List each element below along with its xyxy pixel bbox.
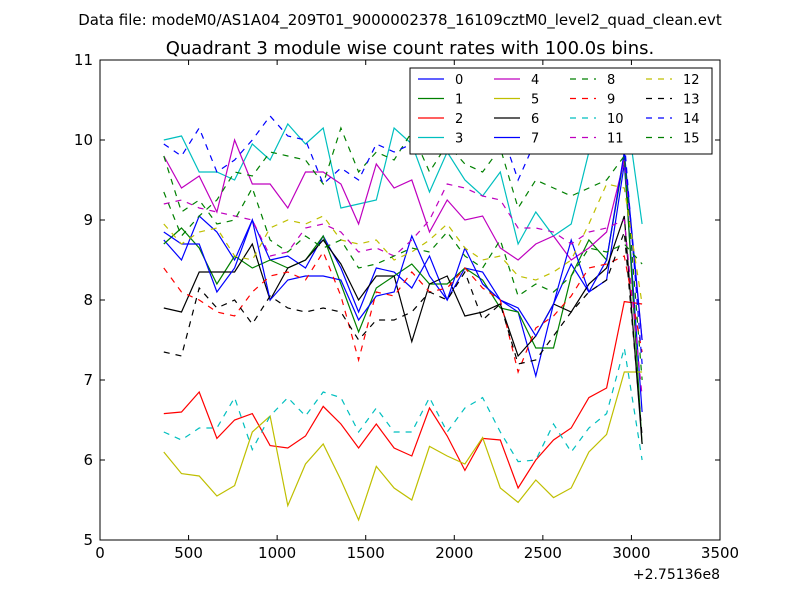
series-layer <box>163 91 643 522</box>
legend-label-10: 10 <box>607 112 624 127</box>
y-tick-label: 5 <box>83 531 93 549</box>
y-tick-label: 11 <box>74 51 93 69</box>
series-line-1 <box>163 155 643 445</box>
y-tick-label: 7 <box>83 371 93 389</box>
legend-label-5: 5 <box>531 93 539 108</box>
x-tick-label: 1500 <box>347 544 385 562</box>
legend-label-6: 6 <box>531 112 539 127</box>
series-line-6 <box>163 215 643 445</box>
series-line-10 <box>163 347 643 463</box>
series-line-5 <box>163 371 643 522</box>
series-line-12 <box>163 183 643 305</box>
legend-label-4: 4 <box>531 73 539 88</box>
series-line-14 <box>163 91 643 365</box>
series-line-11 <box>163 183 643 397</box>
y-tick-label: 6 <box>83 451 93 469</box>
legend-label-12: 12 <box>683 73 700 88</box>
series-line-15 <box>163 155 643 297</box>
legend-label-3: 3 <box>455 132 463 147</box>
legend-label-11: 11 <box>607 132 624 147</box>
x-tick-label: 3000 <box>612 544 650 562</box>
chart-suptitle: Data file: modeM0/AS1A04_209T01_90000023… <box>78 11 722 30</box>
x-tick-label: 2500 <box>524 544 562 562</box>
legend-label-2: 2 <box>455 112 463 127</box>
series-line-8 <box>163 126 643 381</box>
plot-frame <box>99 59 721 541</box>
series-line-2 <box>163 300 643 490</box>
legend-frame <box>409 67 713 155</box>
legend-label-9: 9 <box>607 93 615 108</box>
y-tick-label: 10 <box>74 131 93 149</box>
legend-label-14: 14 <box>683 112 700 127</box>
y-tick-label: 8 <box>83 291 93 309</box>
x-tick-label: 3500 <box>701 544 739 562</box>
legend-label-1: 1 <box>455 93 463 108</box>
x-tick-label: 1000 <box>258 544 296 562</box>
x-tick-label: 500 <box>174 544 203 562</box>
x-offset-label: +2.75136e8 <box>633 567 720 583</box>
legend-label-8: 8 <box>607 73 615 88</box>
legend-label-13: 13 <box>683 93 700 108</box>
series-line-4 <box>163 138 643 341</box>
series-line-13 <box>163 231 643 437</box>
x-tick-label: 0 <box>95 544 105 562</box>
series-line-0 <box>163 163 643 413</box>
legend-label-7: 7 <box>531 132 539 147</box>
chart-title: Quadrant 3 module wise count rates with … <box>166 38 655 59</box>
y-tick-label: 9 <box>83 211 93 229</box>
legend-label-15: 15 <box>683 132 700 147</box>
x-tick-label: 2000 <box>435 544 473 562</box>
series-line-9 <box>163 250 643 374</box>
legend-label-0: 0 <box>455 73 463 88</box>
series-line-7 <box>163 151 643 341</box>
